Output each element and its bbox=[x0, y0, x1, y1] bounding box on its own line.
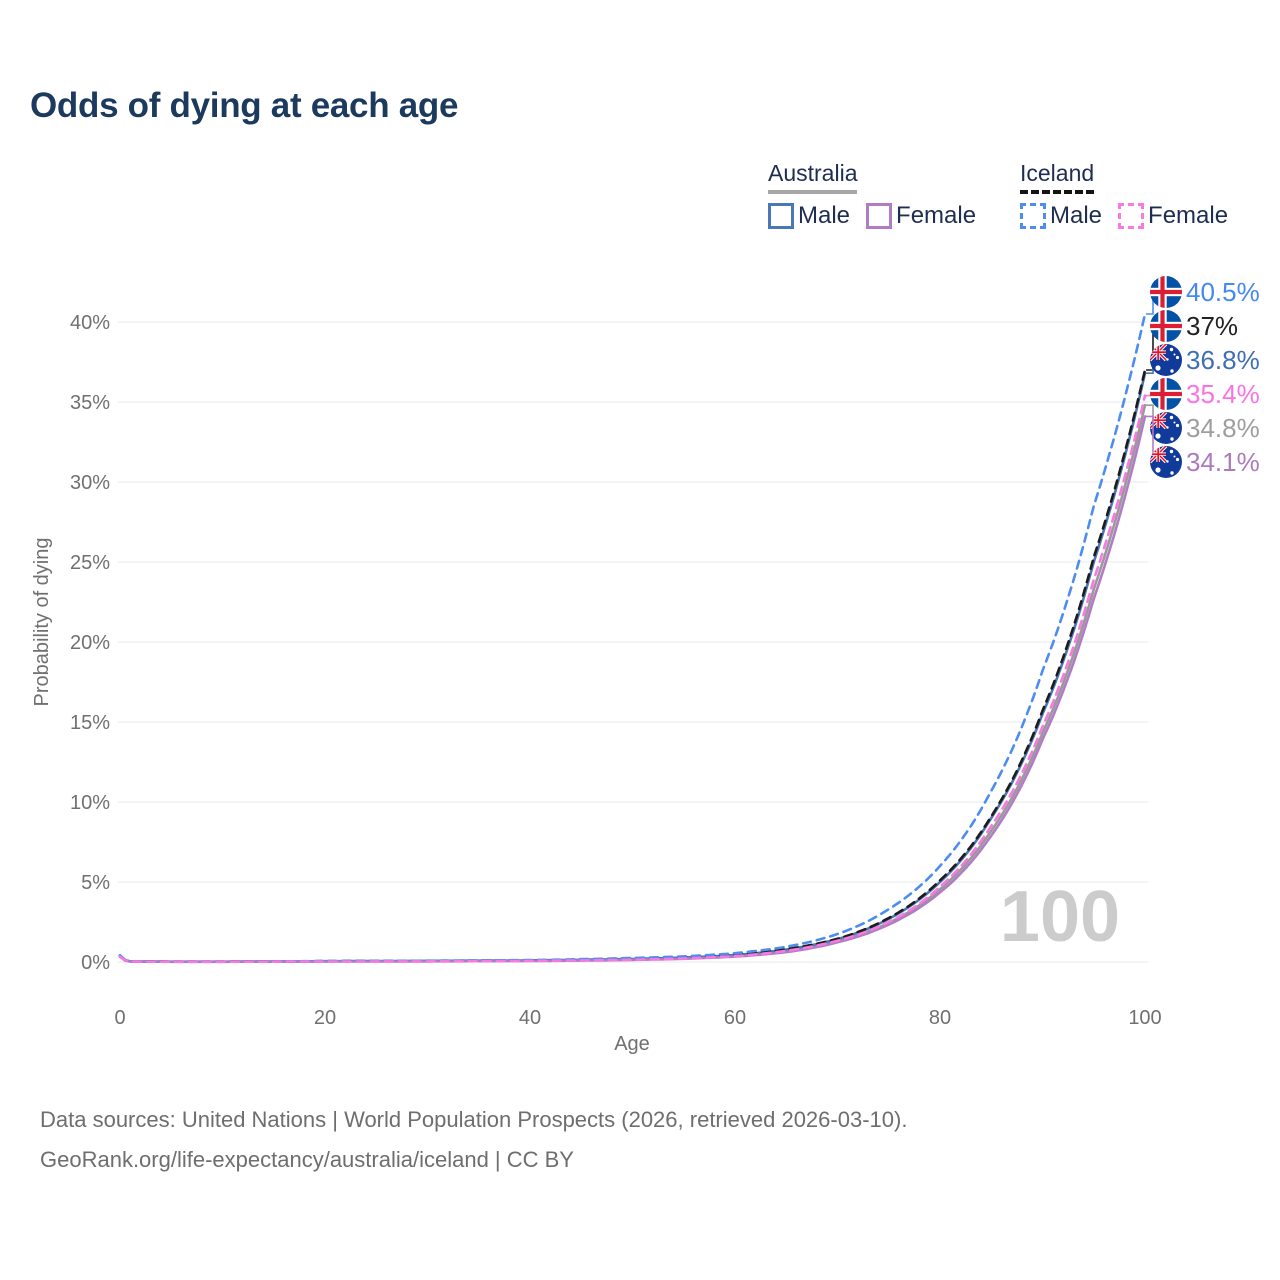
iceland-flag-icon bbox=[1150, 378, 1182, 410]
x-tick-label: 0 bbox=[114, 1007, 125, 1029]
x-tick-label: 100 bbox=[1128, 1007, 1161, 1029]
source-note: Data sources: United Nations | World Pop… bbox=[40, 1100, 907, 1180]
y-tick-label: 10% bbox=[70, 792, 110, 814]
end-label-iceland-female: 35.4% bbox=[1186, 379, 1260, 409]
legend-group-iceland: Iceland Male Female bbox=[1020, 160, 1244, 230]
legend-label-australia-female: Female bbox=[896, 202, 977, 229]
x-tick-label: 20 bbox=[314, 1007, 336, 1029]
legend-label-iceland-female: Female bbox=[1148, 202, 1229, 229]
source-line-1: Data sources: United Nations | World Pop… bbox=[40, 1107, 908, 1132]
y-tick-label: 0% bbox=[81, 952, 110, 974]
y-tick-label: 20% bbox=[70, 632, 110, 654]
source-line-2: GeoRank.org/life-expectancy/australia/ic… bbox=[40, 1147, 574, 1172]
end-label-australia-total: 34.8% bbox=[1186, 413, 1260, 443]
end-label-australia-female: 34.1% bbox=[1186, 447, 1260, 477]
legend-swatch-iceland-female bbox=[1118, 203, 1145, 229]
australia-flag-icon bbox=[1150, 446, 1182, 478]
y-tick-label: 15% bbox=[70, 712, 110, 734]
end-label-australia-male: 36.8% bbox=[1186, 345, 1260, 375]
series-line-australia-female bbox=[118, 415, 1147, 964]
legend-label-australia-male: Male bbox=[798, 202, 851, 229]
x-tick-label: 80 bbox=[929, 1007, 951, 1029]
legend-swatch-australia-female bbox=[866, 203, 893, 229]
series-line-australia-male bbox=[118, 371, 1147, 963]
x-tick-label: 40 bbox=[519, 1007, 541, 1029]
australia-flag-icon bbox=[1150, 412, 1182, 444]
legend-country-australia: Australia bbox=[768, 160, 858, 194]
australia-flag-icon bbox=[1150, 344, 1182, 376]
y-tick-label: 35% bbox=[70, 392, 110, 414]
series-line-australia-total bbox=[118, 403, 1147, 963]
y-tick-label: 40% bbox=[70, 312, 110, 334]
y-tick-label: 25% bbox=[70, 552, 110, 574]
chart-legend: Australia Male Female Iceland Male Femal… bbox=[768, 160, 1268, 240]
y-tick-label: 30% bbox=[70, 472, 110, 494]
end-label-iceland-male: 40.5% bbox=[1186, 277, 1260, 307]
x-axis-title: Age bbox=[614, 1033, 650, 1055]
series-line-iceland-male bbox=[118, 312, 1147, 963]
legend-items-iceland: Male Female bbox=[1020, 202, 1244, 230]
x-tick-label: 60 bbox=[724, 1007, 746, 1029]
legend-swatch-iceland-male bbox=[1020, 203, 1046, 229]
legend-swatch-australia-male bbox=[768, 203, 794, 229]
end-label-iceland-total: 37% bbox=[1186, 311, 1238, 341]
y-tick-label: 5% bbox=[81, 872, 110, 894]
legend-items-australia: Male Female bbox=[768, 202, 992, 230]
y-axis-title: Probability of dying bbox=[31, 538, 53, 707]
legend-country-iceland: Iceland bbox=[1020, 160, 1095, 194]
series-line-iceland-total bbox=[118, 368, 1147, 963]
iceland-flag-icon bbox=[1150, 310, 1182, 342]
age-watermark: 100 bbox=[1000, 877, 1120, 957]
iceland-flag-icon bbox=[1150, 276, 1182, 308]
page-title: Odds of dying at each age bbox=[30, 86, 459, 125]
legend-label-iceland-male: Male bbox=[1050, 202, 1103, 229]
legend-group-australia: Australia Male Female bbox=[768, 160, 992, 230]
series-line-iceland-female bbox=[118, 394, 1147, 964]
